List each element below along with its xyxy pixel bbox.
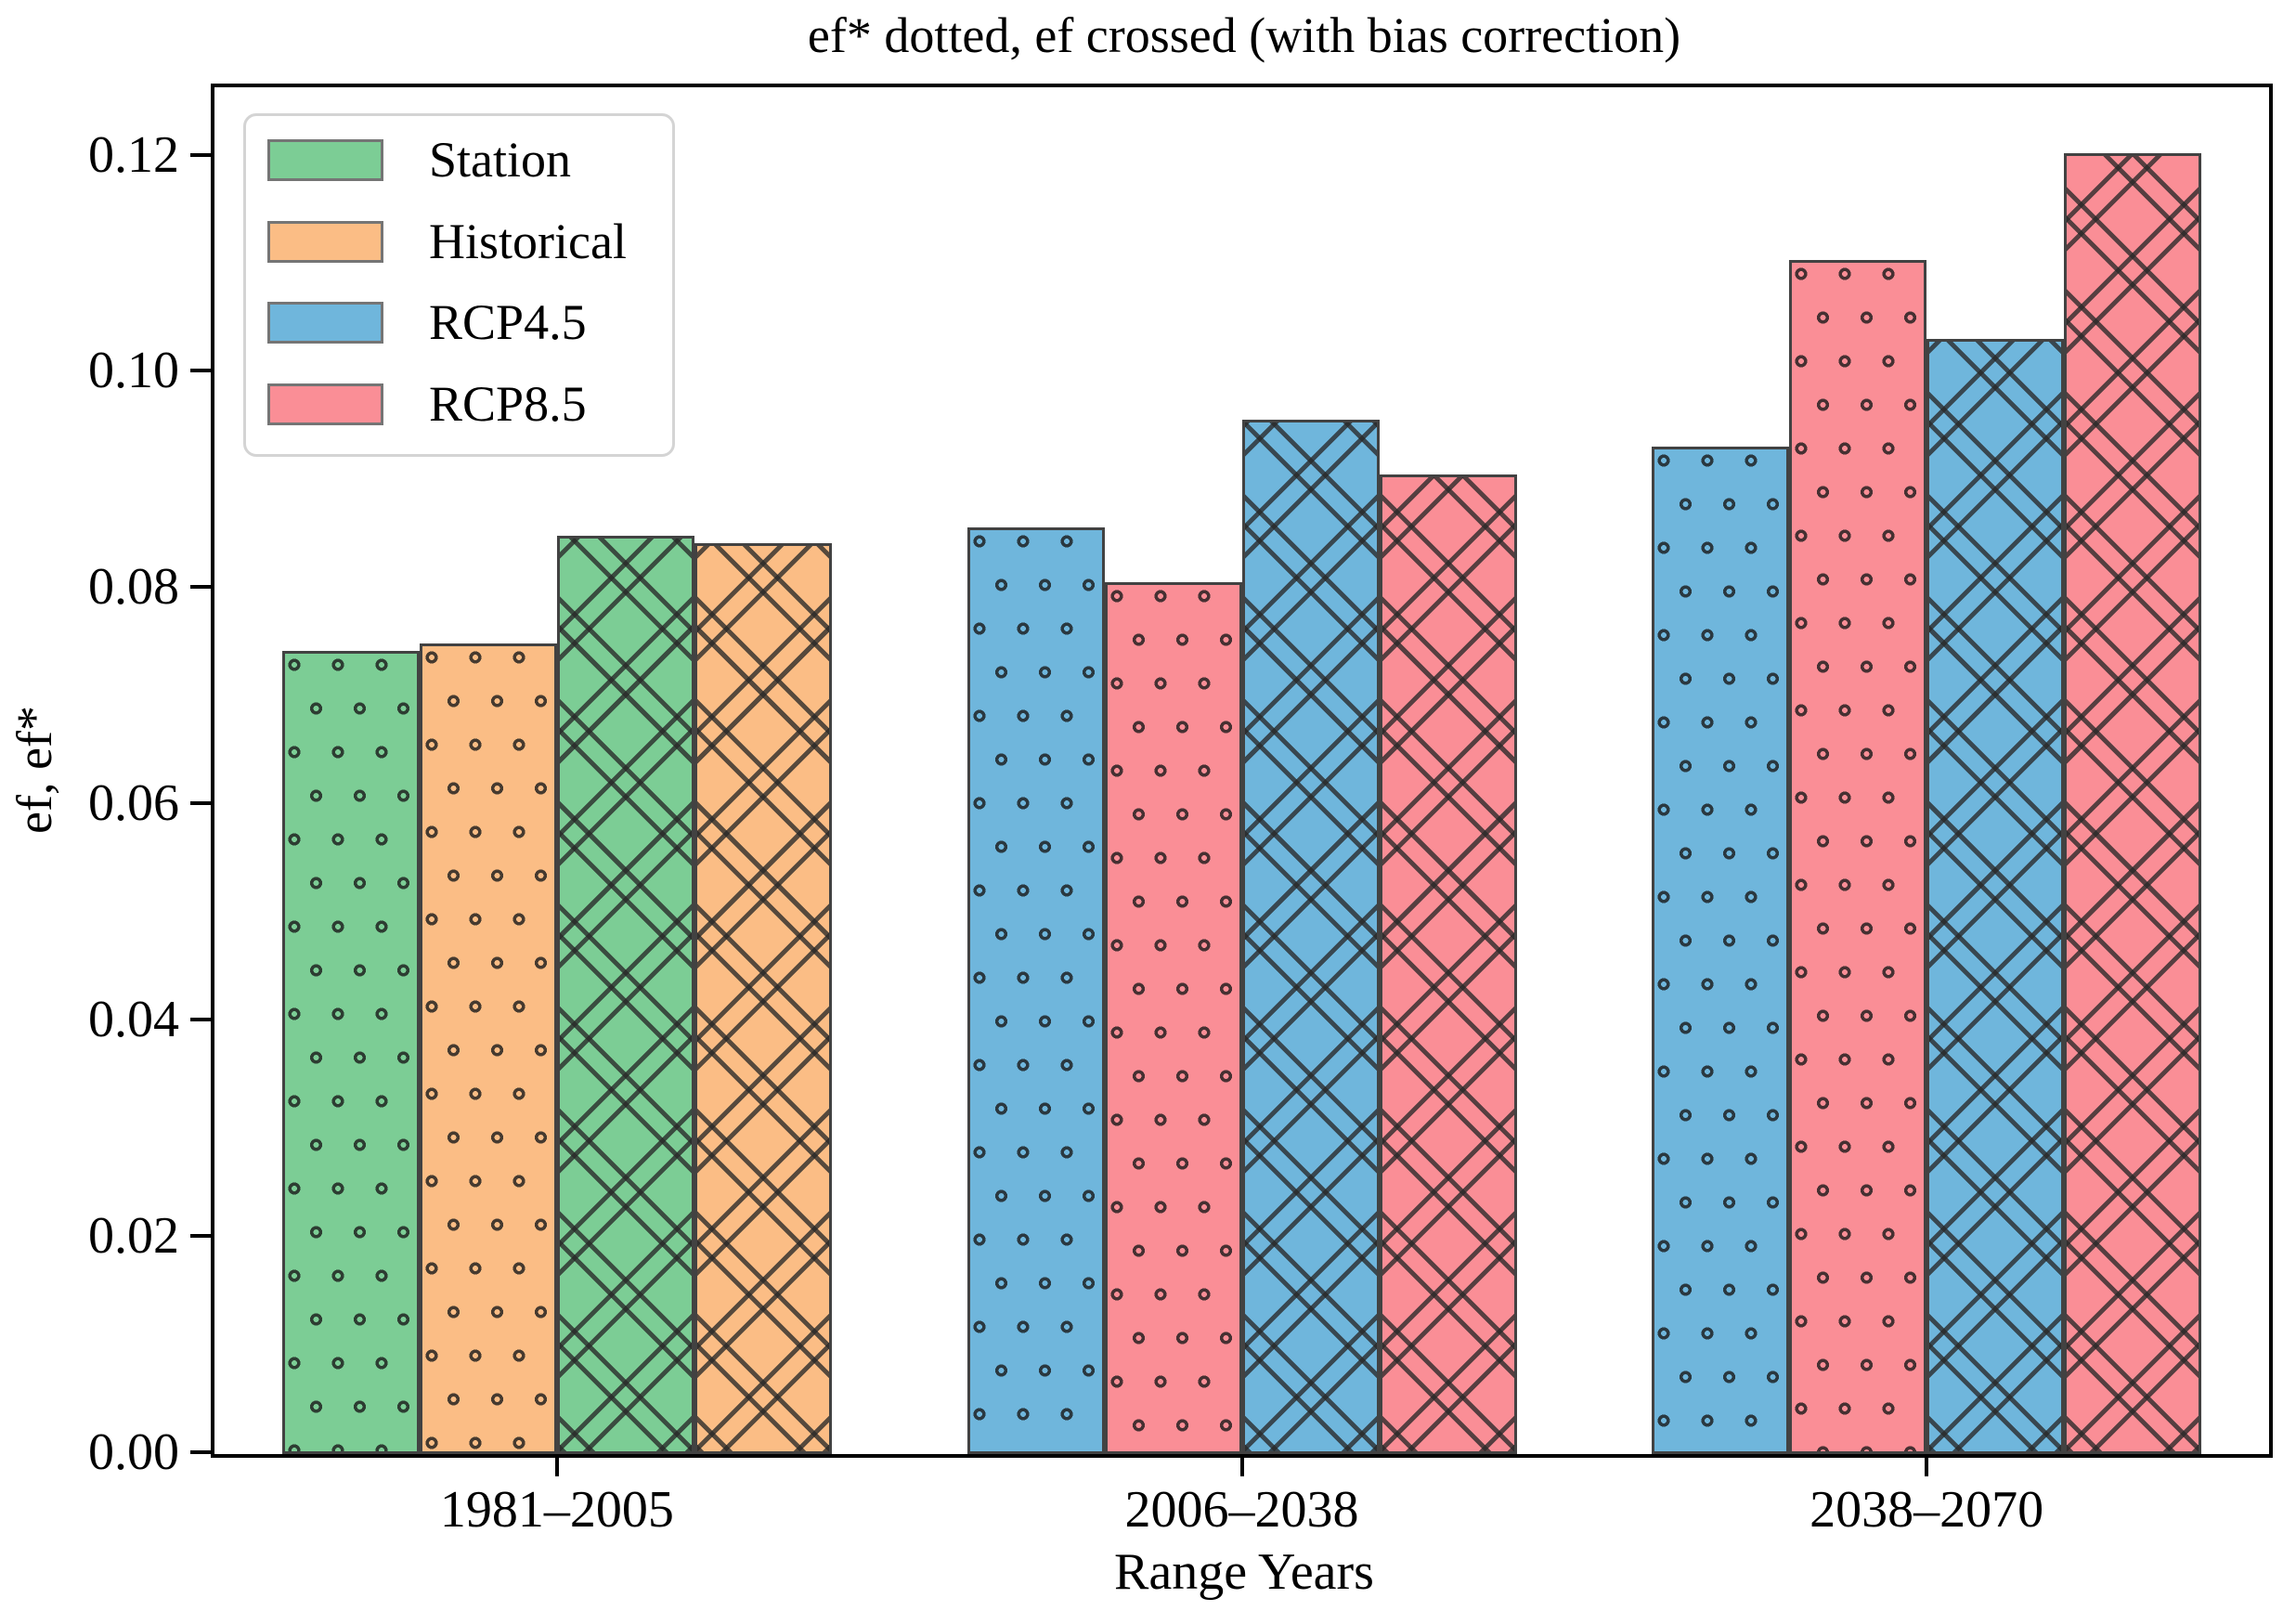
bar-rcp8.5-efstar [1789, 260, 1927, 1454]
legend-swatch-rcp4.5 [267, 302, 383, 344]
y-tick-label: 0.06 [88, 774, 179, 833]
x-tick-label: 2038–2070 [1810, 1481, 2044, 1539]
y-tick-label: 0.08 [88, 558, 179, 617]
legend: Station Historical RCP4.5 RCP8.5 [243, 113, 675, 457]
y-tick-mark [190, 369, 211, 373]
bar-rcp8.5-efstar [1104, 582, 1242, 1454]
y-tick-mark [190, 1234, 211, 1239]
bar-rcp8.5-ef [1379, 474, 1517, 1454]
plot-area: Station Historical RCP4.5 RCP8.5 1981–2005 2… [88, 84, 2273, 1539]
x-tick-label: 2006–2038 [1124, 1481, 1359, 1539]
y-tick-mark [190, 801, 211, 806]
x-tick-mark [1925, 1454, 1929, 1476]
x-axis-label: Range Years [1114, 1543, 1374, 1601]
legend-label-station: Station [429, 132, 572, 188]
bar-rcp4.5-ef [1926, 339, 2065, 1454]
y-tick-label: 0.10 [88, 342, 179, 400]
y-tick-label: 0.02 [88, 1207, 179, 1266]
y-tick-mark [190, 152, 211, 157]
y-tick-label: 0.00 [88, 1423, 179, 1481]
bar-station-ef [556, 536, 694, 1454]
y-tick-mark [190, 585, 211, 590]
legend-label-rcp8.5: RCP8.5 [429, 375, 587, 432]
y-tick-mark [190, 1450, 211, 1454]
bar-rcp4.5-efstar [1652, 447, 1790, 1454]
x-tick-mark [1239, 1454, 1244, 1476]
bar-historical-ef [694, 543, 832, 1454]
bar-rcp8.5-ef [2064, 153, 2202, 1454]
legend-label-historical: Historical [429, 213, 627, 269]
chart-title: ef* dotted, ef crossed (with bias correc… [807, 7, 1681, 63]
y-tick-label: 0.12 [88, 125, 179, 184]
bar-rcp4.5-ef [1241, 420, 1380, 1454]
y-axis-label: ef, ef* [6, 706, 62, 834]
legend-swatch-station [267, 139, 383, 181]
legend-label-rcp4.5: RCP4.5 [429, 294, 587, 350]
bar-historical-efstar [419, 643, 557, 1454]
y-tick-mark [190, 1018, 211, 1022]
bar-rcp4.5-efstar [966, 527, 1105, 1454]
y-tick-label: 0.04 [88, 991, 179, 1049]
legend-swatch-rcp8.5 [267, 383, 383, 425]
x-tick-label: 1981–2005 [439, 1481, 674, 1539]
legend-swatch-historical [267, 220, 383, 263]
x-tick-mark [554, 1454, 559, 1476]
bar-station-efstar [281, 651, 420, 1454]
